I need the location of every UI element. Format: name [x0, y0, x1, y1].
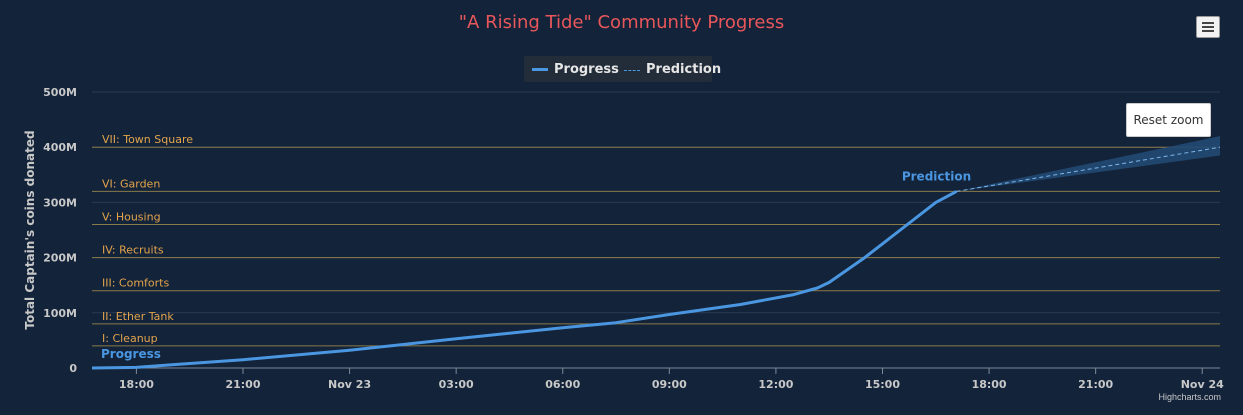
legend-label-progress: Progress — [554, 62, 619, 77]
y-tick-label: 300M — [43, 196, 77, 209]
prediction-line-icon — [624, 70, 640, 71]
x-tick-label: 03:00 — [439, 378, 474, 391]
prediction-series-label: Prediction — [902, 169, 971, 183]
x-tick-label: 15:00 — [865, 378, 900, 391]
milestone-label: VII: Town Square — [102, 133, 193, 146]
milestone-label: VI: Garden — [102, 177, 160, 190]
y-tick-label: 200M — [43, 252, 77, 265]
milestone-label: IV: Recruits — [102, 244, 164, 257]
prediction-series-line — [956, 146, 1221, 192]
y-tick-label: 100M — [43, 307, 77, 320]
credits-link[interactable]: Highcharts.com — [1158, 392, 1221, 402]
progress-line-icon — [532, 68, 548, 71]
y-axis-title: Total Captain's coins donated — [23, 130, 37, 329]
milestone-label: III: Comforts — [102, 277, 169, 290]
x-tick-label: 06:00 — [545, 378, 580, 391]
x-tick-label: 21:00 — [1078, 378, 1113, 391]
milestone-label: II: Ether Tank — [102, 310, 174, 323]
x-tick-label: 09:00 — [652, 378, 687, 391]
x-tick-label: Nov 24 — [1181, 378, 1224, 391]
y-tick-label: 400M — [43, 141, 77, 154]
prediction-range-band — [956, 136, 1220, 192]
x-tick-label: 21:00 — [225, 378, 260, 391]
x-tick-label: Nov 23 — [328, 378, 371, 391]
legend: Progress Prediction — [524, 56, 721, 82]
chart-title: "A Rising Tide" Community Progress — [458, 12, 785, 33]
legend-label-prediction: Prediction — [646, 62, 722, 77]
progress-series-label: Progress — [101, 347, 161, 361]
y-tick-label: 0 — [69, 362, 77, 375]
chart-menu-button[interactable] — [1196, 16, 1220, 38]
milestone-label: I: Cleanup — [102, 332, 158, 345]
milestone-label: V: Housing — [102, 210, 161, 223]
x-tick-label: 18:00 — [972, 378, 1007, 391]
reset-zoom-button[interactable]: Reset zoom — [1126, 103, 1211, 137]
y-tick-label: 500M — [43, 86, 77, 99]
x-tick-label: 12:00 — [758, 378, 793, 391]
x-tick-label: 18:00 — [119, 378, 154, 391]
progress-series-line — [91, 190, 958, 370]
